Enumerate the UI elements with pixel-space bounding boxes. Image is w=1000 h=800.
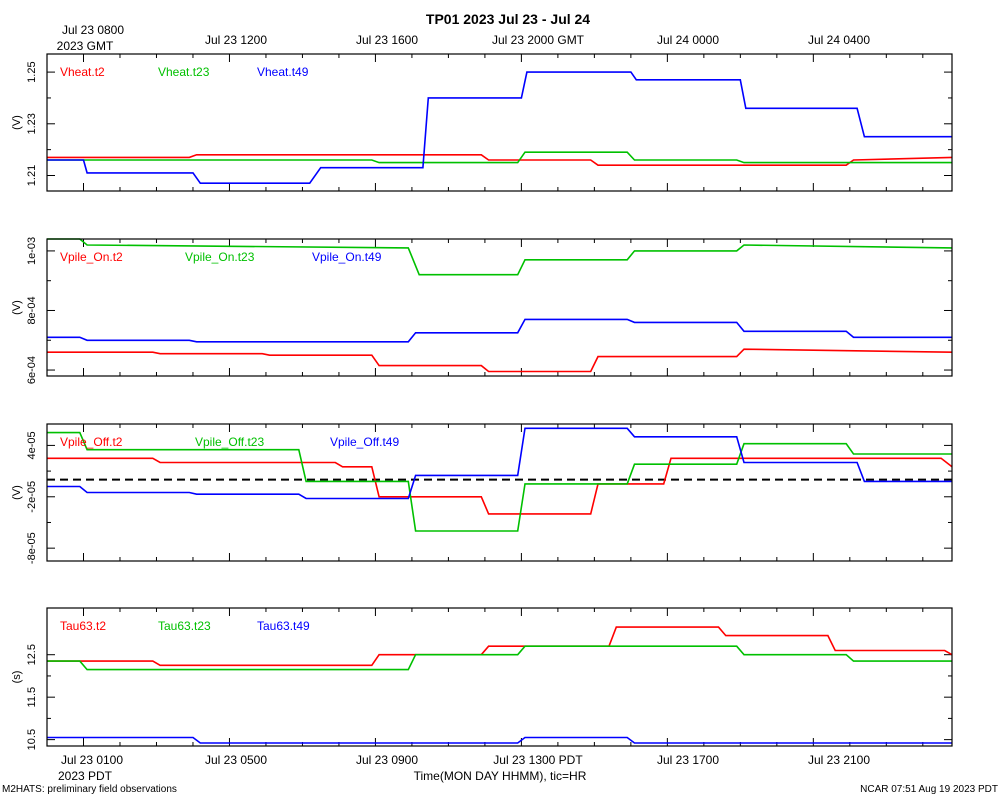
legend-label: Vheat.t23 [158, 65, 210, 79]
legend-label: Tau63.t49 [257, 619, 310, 633]
chart-title: TP01 2023 Jul 23 - Jul 24 [426, 11, 590, 27]
legend-label: Vheat.t49 [257, 65, 309, 79]
legend-label: Vheat.t2 [60, 65, 105, 79]
legend-label: Vpile_On.t23 [185, 250, 255, 264]
series-line [47, 431, 952, 532]
panel-frame [46, 238, 953, 377]
legend-label: Vpile_Off.t49 [330, 435, 399, 449]
y-tick-label: 6e-04 [26, 356, 38, 384]
y-tick-label: 1e-03 [26, 237, 38, 265]
y-tick-label: 4e-05 [26, 431, 38, 459]
bottom-axis-label: Jul 23 2100 [808, 753, 870, 767]
top-axis-label: Jul 23 1600 [356, 33, 418, 47]
panels: 1.21 1.23 1.25 (V) Vheat.t2 Vheat.t23 Vheat.t4… [11, 53, 953, 750]
y-tick-label: 8e-04 [26, 296, 38, 324]
series-line [47, 736, 952, 744]
legend-label: Vpile_Off.t2 [60, 435, 123, 449]
top-axis-label: Jul 23 2000 GMT [492, 33, 585, 47]
bottom-axis-first-label-line1: Jul 23 0100 [61, 753, 123, 767]
series-line [47, 151, 952, 164]
series-line [47, 348, 953, 373]
top-axis-first-label-line2: 2023 GMT [57, 39, 114, 53]
series-line [47, 427, 952, 500]
y-tick-label: -8e-05 [26, 532, 38, 564]
chart-panel: -8e-05 -2e-05 4e-05 (V) Vpile_Off.t2 Vpile_Of… [11, 423, 953, 564]
bottom-axis-first-label-line2: 2023 PDT [58, 769, 113, 783]
top-axis-label: Jul 23 1200 [205, 33, 267, 47]
x-axis-title: Time(MON DAY HHMM), tic=HR [414, 769, 587, 783]
legend-label: Tau63.t23 [158, 619, 211, 633]
y-tick-label: 1.21 [26, 165, 38, 186]
series-line [47, 645, 952, 671]
bottom-axis-label: Jul 23 0500 [205, 753, 267, 767]
y-axis-label: (s) [11, 671, 23, 684]
series-line [47, 457, 953, 515]
y-tick-label: 12.5 [26, 644, 38, 665]
y-tick-label: 1.25 [26, 61, 38, 82]
y-axis-label: (V) [11, 300, 23, 315]
legend-label: Vpile_On.t49 [312, 250, 382, 264]
bottom-time-axis-labels: Jul 23 0100 2023 PDT Jul 23 0500 Jul 23 … [58, 753, 870, 783]
series-line [47, 318, 952, 343]
chart-panel: 1.21 1.23 1.25 (V) Vheat.t2 Vheat.t23 Vheat.t4… [11, 53, 953, 192]
y-axis-label: (V) [11, 115, 23, 130]
top-time-axis-labels: Jul 23 0800 2023 GMT Jul 23 1200 Jul 23 … [57, 23, 871, 53]
panel-frame [46, 53, 953, 192]
panel-frame [46, 423, 953, 562]
footer-right: NCAR 07:51 Aug 19 2023 PDT [860, 784, 998, 795]
y-tick-label: 11.5 [26, 687, 38, 708]
series-line [47, 238, 953, 276]
chart-panel: 10.5 11.5 12.5(s) Tau63.t2 Tau63.t23 Tau63.t4… [11, 607, 953, 750]
top-axis-label: Jul 24 0400 [808, 33, 870, 47]
bottom-axis-label: Jul 23 0900 [356, 753, 418, 767]
legend-label: Vpile_On.t2 [60, 250, 123, 264]
top-axis-first-label-line1: Jul 23 0800 [62, 23, 124, 37]
y-tick-label: 1.23 [26, 113, 38, 134]
series-line [47, 71, 952, 184]
legend-label: Vpile_Off.t23 [195, 435, 264, 449]
bottom-axis-label: Jul 23 1300 PDT [493, 753, 583, 767]
panel-frame [46, 607, 953, 747]
y-tick-label: 10.5 [26, 729, 38, 750]
y-tick-label: -2e-05 [26, 481, 38, 513]
top-axis-label: Jul 24 0000 [657, 33, 719, 47]
y-axis-label: (V) [11, 485, 23, 500]
chart-panel: 6e-04 8e-04 1e-03 (V) Vpile_On.t2 Vpile_On.t2… [11, 237, 953, 384]
legend-label: Tau63.t2 [60, 619, 106, 633]
footer-left: M2HATS: preliminary field observations [2, 784, 177, 795]
bottom-axis-label: Jul 23 1700 [657, 753, 719, 767]
